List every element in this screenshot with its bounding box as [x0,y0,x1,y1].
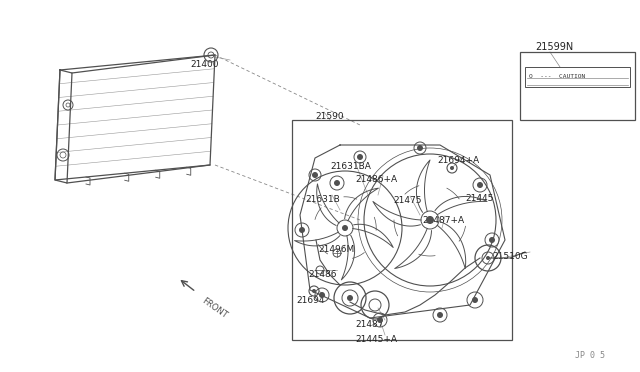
Circle shape [426,216,434,224]
Text: 21475: 21475 [393,196,422,205]
Circle shape [347,295,353,301]
Text: FRONT: FRONT [200,296,228,320]
Circle shape [377,317,383,323]
Text: O  ---  CAUTION: O --- CAUTION [529,74,585,79]
Bar [520,52,635,120]
Circle shape [334,180,340,186]
Bar [292,120,512,340]
Text: 21631BA: 21631BA [330,162,371,171]
Circle shape [472,297,478,303]
Circle shape [319,292,325,298]
Text: 21486+A: 21486+A [355,175,397,184]
Text: 21599N: 21599N [535,42,573,52]
Circle shape [437,312,443,318]
Bar [525,67,630,87]
Text: 21486: 21486 [308,270,337,279]
Text: 21694: 21694 [296,296,324,305]
Circle shape [312,172,318,178]
Circle shape [477,182,483,188]
Text: JP 0 5: JP 0 5 [575,350,605,359]
Circle shape [357,154,363,160]
Circle shape [312,289,316,293]
Text: 21487: 21487 [355,320,383,329]
Circle shape [450,166,454,170]
Text: 21590: 21590 [315,112,344,121]
Text: 21487+A: 21487+A [422,216,464,225]
Text: 21510G: 21510G [492,252,527,261]
Circle shape [299,227,305,233]
Text: 21694+A: 21694+A [437,156,479,165]
Text: 21445+A: 21445+A [355,335,397,344]
Text: 21496M: 21496M [318,245,355,254]
Circle shape [489,237,495,243]
Circle shape [342,225,348,231]
Circle shape [486,256,490,260]
Text: 21445: 21445 [465,194,493,203]
Text: 21631B: 21631B [305,195,340,204]
Text: 21400: 21400 [190,60,218,69]
Circle shape [417,145,423,151]
